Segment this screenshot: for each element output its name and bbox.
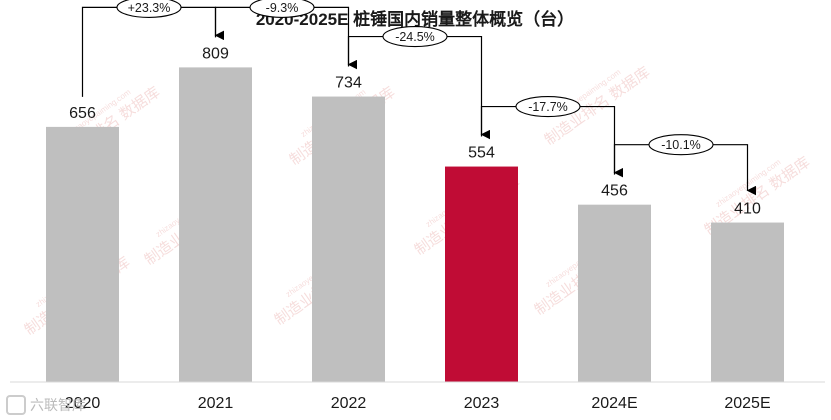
growth-badge [382,26,448,48]
bar-value-label: 734 [335,75,362,92]
bar [445,166,518,382]
x-tick-label: 2022 [331,395,367,412]
x-tick-label: 2024E [591,395,637,412]
growth-connectors: +23.3% -9.3% -24.5% -17.7% -10.1% [81,0,757,196]
footer-logo: 六联智库 [6,395,96,417]
bars-layer: 656 809 734 554 456 410 [46,45,784,383]
bar [46,126,119,382]
growth-badge [648,134,714,156]
bar-value-label: 656 [69,105,96,122]
growth-label: -9.3% [266,1,299,15]
growth-label: -17.7% [528,100,568,114]
footer-logo-text: 六联智库 [30,397,86,413]
x-tick-label: 2021 [198,395,234,412]
growth-label: +23.3% [128,1,171,15]
x-tick-label: 2025E [724,395,770,412]
x-tick-label: 2023 [464,395,500,412]
growth-badge [249,0,315,18]
bar [312,96,385,383]
bar-value-label: 554 [468,145,495,162]
x-tick-label: 2020 [65,395,101,412]
chart-title: 2020-2025E 桩锤国内销量整体概览（台） [256,9,574,29]
growth-label: -24.5% [395,30,435,44]
bar-value-label: 410 [734,201,761,218]
bar [711,222,784,382]
bar-value-label: 809 [202,45,229,62]
bar [578,204,651,382]
bar-value-label: 456 [601,183,628,200]
growth-badge [515,96,581,118]
growth-label: -10.1% [661,138,701,152]
bar [179,67,252,382]
logo-icon [6,395,26,415]
x-axis-labels: 2020 2021 2022 2023 2024E 2025E [65,395,771,412]
growth-badge [116,0,182,18]
